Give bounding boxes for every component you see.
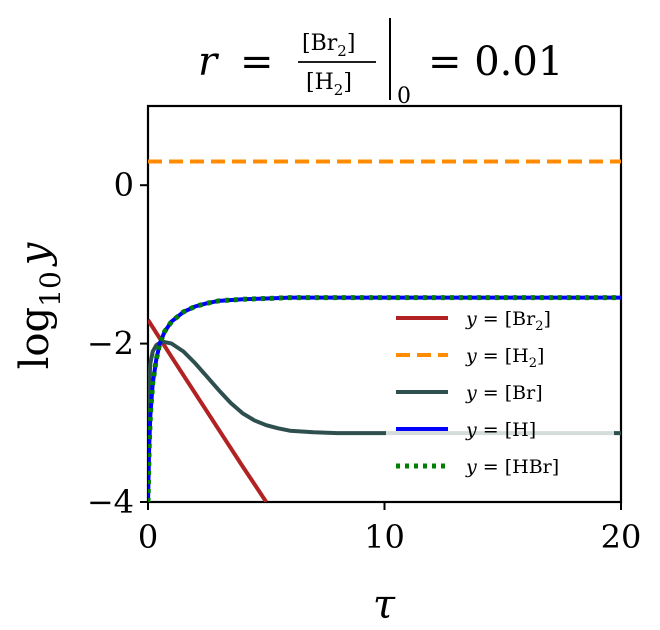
legend-label-2: y = [Br] [465,382,543,404]
series-line-0 [148,318,268,502]
title-rhs: = 0.01 [428,39,563,85]
series-line-2 [148,340,621,502]
y-tick-label: −4 [87,483,134,521]
title-eq: = [240,39,274,85]
legend: y = [Br2] y = [H2] y = [Br] y = [H] y = [HBr… [386,302,614,490]
title-denominator: [H2] [306,70,352,99]
x-tick-label: 0 [138,518,158,556]
y-axis-label: log10y [12,241,67,369]
legend-label-0: y = [Br2] [465,308,551,334]
chart-title: r = [Br2] [H2] 0 = 0.01 [198,18,563,109]
title-numerator: [Br2] [302,31,355,60]
x-tick-label: 10 [364,518,405,556]
legend-box [386,302,614,490]
series-line-4 [148,295,621,502]
tick-layer: 0 10 20 0 −2 −4 [87,166,642,556]
legend-label-3: y = [H] [465,419,536,441]
y-tick-label: 0 [114,166,134,204]
title-eval-at: 0 [397,84,411,109]
y-tick-label: −2 [87,325,134,363]
legend-label-4: y = [HBr] [465,456,559,478]
series-layer [148,159,621,502]
x-tick-label: 20 [601,518,642,556]
title-r: r [198,39,220,85]
x-axis-label: τ [373,582,396,628]
legend-label-1: y = [H2] [465,345,544,371]
